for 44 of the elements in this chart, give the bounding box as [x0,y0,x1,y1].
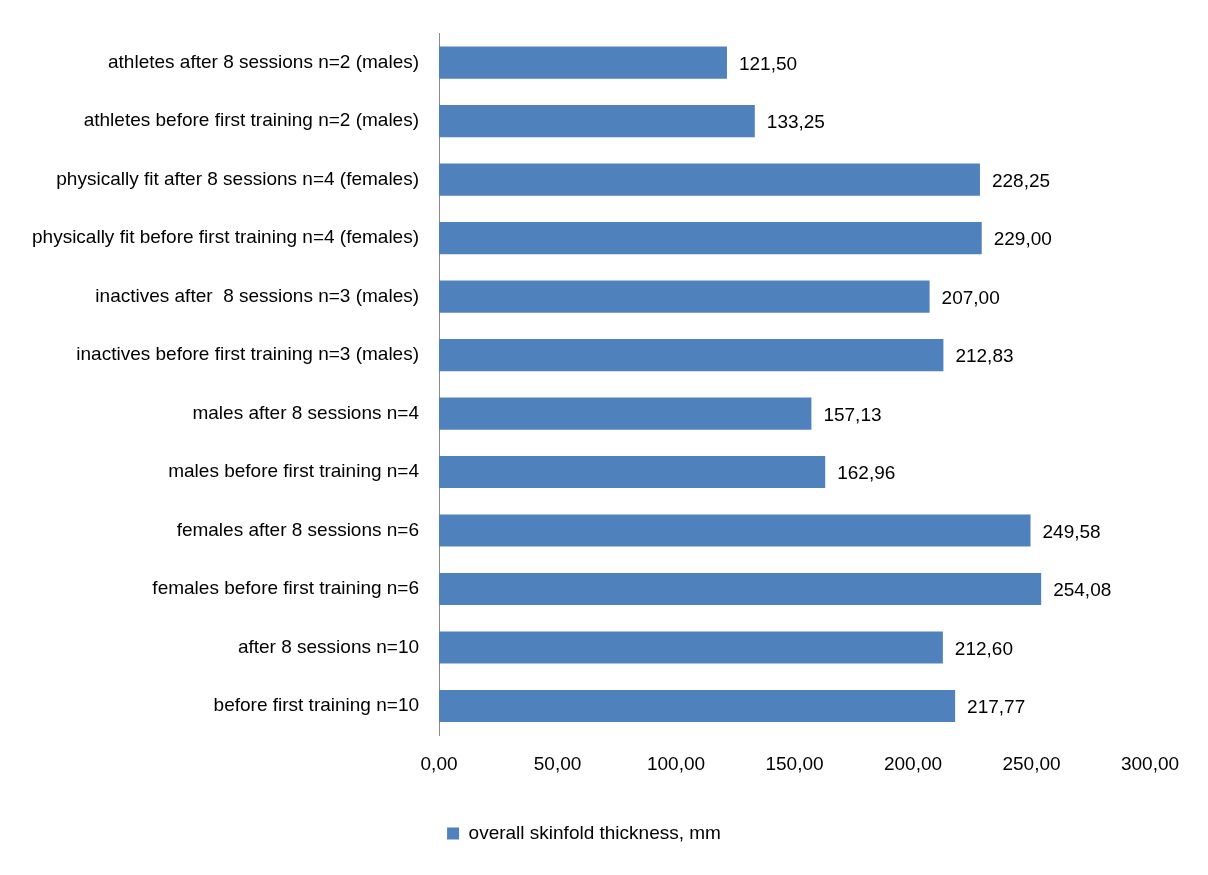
x-tick-label: 250,00 [1002,752,1061,774]
x-tick-label: 50,00 [533,752,582,774]
x-tick-label: 300,00 [1120,752,1180,774]
x-tick-label: 150,00 [765,752,824,774]
bar [439,572,1042,606]
y-tick-label: males before first training n=4 [168,460,420,482]
legend-label: overall skinfold thickness, mm [468,821,721,843]
data-label: 212,60 [954,637,1013,659]
data-label: 133,25 [766,111,825,133]
data-label: 207,00 [941,286,1000,308]
y-tick-label: physically fit after 8 sessions n=4 (females) [56,167,420,189]
y-tick-label: physically fit before first training n=4 (females) [31,226,420,248]
y-tick-label: males after 8 sessions n=4 [192,401,420,423]
bar [439,631,943,664]
data-label: 157,13 [823,403,882,425]
bar [439,514,1031,547]
data-label: 254,08 [1053,579,1112,601]
y-tick-label: athletes before first training n=2 (males) [83,109,420,131]
bar [439,163,980,196]
data-label: 229,00 [993,228,1052,250]
bar [439,397,812,430]
bar [439,689,956,723]
bar [439,338,944,372]
x-tick-label: 200,00 [883,752,943,774]
y-tick-label: females before first training n=6 [152,577,420,599]
y-tick-label: inactives after 8 sessions n=3 (males) [95,284,420,306]
data-label: 228,25 [991,169,1051,191]
bar [439,46,727,79]
y-tick-label: inactives before first training n=3 (males) [76,343,420,365]
bar [439,455,826,489]
x-tick-label: 0,00 [420,752,458,774]
data-label: 217,77 [967,696,1026,718]
bar [439,105,755,138]
data-label: 162,96 [837,462,896,484]
y-tick-label: after 8 sessions n=10 [237,635,420,657]
y-tick-label: females after 8 sessions n=6 [176,518,420,540]
y-tick-label: before first training n=10 [213,694,420,716]
bar [439,280,930,313]
data-label: 249,58 [1042,520,1101,542]
x-tick-label: 100,00 [646,752,706,774]
data-label: 121,50 [738,52,798,74]
bar [439,222,982,255]
y-tick-label: athletes after 8 sessions n=2 (males) [108,50,420,72]
data-label: 212,83 [955,345,1014,367]
